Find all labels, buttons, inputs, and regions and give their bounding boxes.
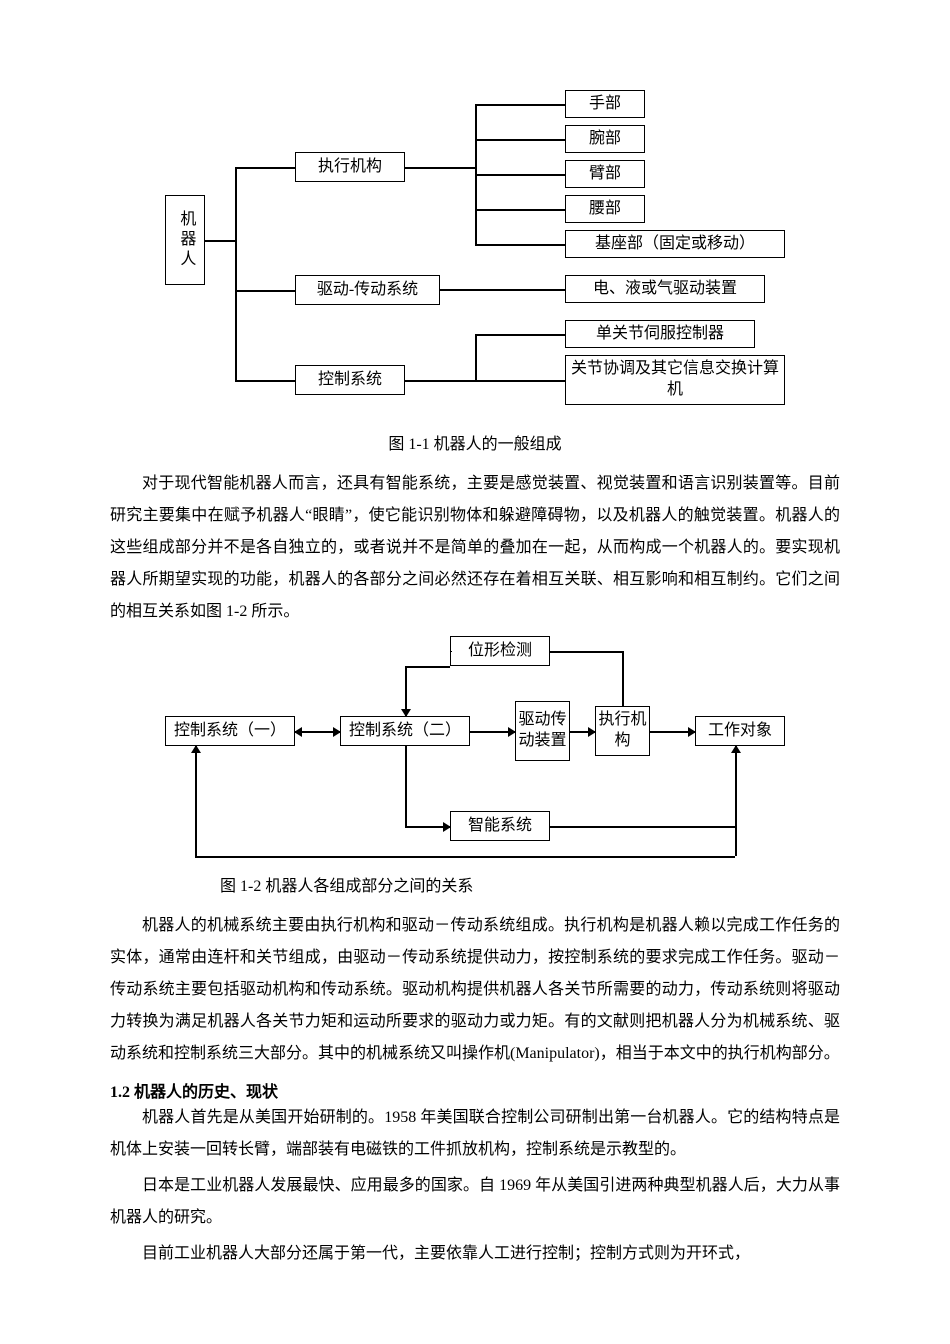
paragraph-1: 对于现代智能机器人而言，还具有智能系统，主要是感觉装置、视觉装置和语言识别装置等… <box>110 468 840 628</box>
page-content: 机器人 执行机构 驱动-传动系统 控制系统 手部 腕部 臂部 腰部 基座部（固定… <box>0 0 950 1314</box>
d2-drive: 驱动传动装置 <box>515 701 570 761</box>
paragraph-5: 目前工业机器人大部分还属于第一代，主要依靠人工进行控制；控制方式则为开环式， <box>110 1238 840 1270</box>
d1-l1-0: 手部 <box>565 90 645 118</box>
d2-c1: 控制系统（一） <box>165 716 295 746</box>
d2-intel: 智能系统 <box>450 811 550 841</box>
d1-l1-1: 腕部 <box>565 125 645 153</box>
d2-pos: 位形检测 <box>450 636 550 666</box>
section-1-2-title: 1.2 机器人的历史、现状 <box>110 1078 840 1102</box>
paragraph-4: 日本是工业机器人发展最快、应用最多的国家。自 1969 年从美国引进两种典型机器… <box>110 1170 840 1234</box>
diagram-2-caption: 图 1-2 机器人各组成部分之间的关系 <box>110 872 840 896</box>
paragraph-3: 机器人首先是从美国开始研制的。1958 年美国联合控制公司研制出第一台机器人。它… <box>110 1102 840 1166</box>
diagram-1-caption: 图 1-1 机器人的一般组成 <box>110 430 840 454</box>
d1-l2-0: 电、液或气驱动装置 <box>565 275 765 303</box>
d2-exec: 执行机构 <box>595 706 650 756</box>
d1-root: 机器人 <box>165 195 205 285</box>
d1-l1-3: 腰部 <box>565 195 645 223</box>
diagram-2: 位形检测 控制系统（一） 控制系统（二） 驱动传动装置 执行机构 工作对象 智能… <box>155 636 795 866</box>
d2-target: 工作对象 <box>695 716 785 746</box>
paragraph-2: 机器人的机械系统主要由执行机构和驱动－传动系统组成。执行机构是机器人赖以完成工作… <box>110 910 840 1070</box>
d1-l1-2: 臂部 <box>565 160 645 188</box>
d2-c2: 控制系统（二） <box>340 716 470 746</box>
d1-l1-4: 基座部（固定或移动） <box>565 230 785 258</box>
d1-mid-1: 驱动-传动系统 <box>295 275 440 305</box>
d1-l3-0: 单关节伺服控制器 <box>565 320 755 348</box>
d1-mid-2: 控制系统 <box>295 365 405 395</box>
diagram-1: 机器人 执行机构 驱动-传动系统 控制系统 手部 腕部 臂部 腰部 基座部（固定… <box>165 90 785 420</box>
d1-mid-0: 执行机构 <box>295 152 405 182</box>
d1-l3-1: 关节协调及其它信息交换计算机 <box>565 355 785 405</box>
